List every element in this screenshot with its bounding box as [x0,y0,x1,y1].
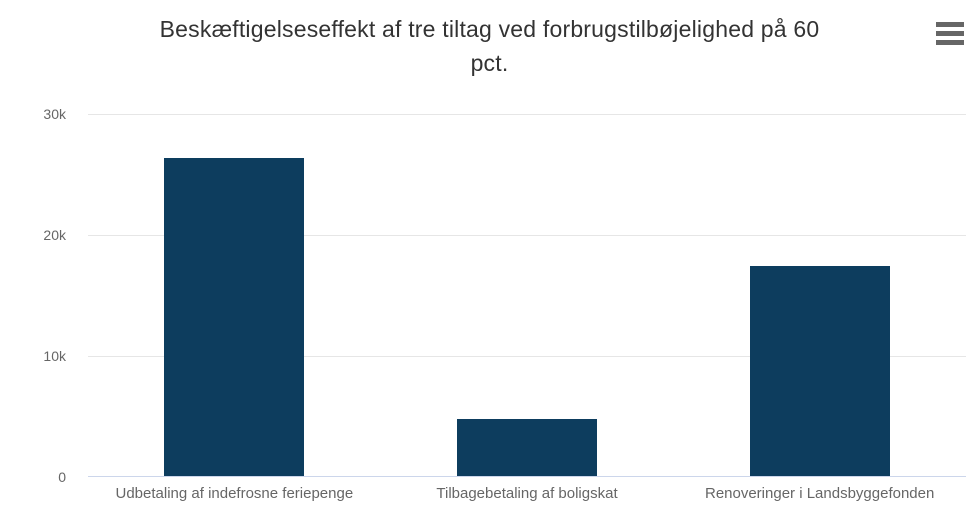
x-axis-category-label: Udbetaling af indefrosne feriepenge [115,485,354,502]
y-gridline [88,235,966,237]
chart-title-line-1: Beskæftigelseseffekt af tre tiltag ved f… [159,16,820,42]
hamburger-menu-icon [936,22,964,45]
y-axis-tick-label: 10k [43,348,66,364]
chart-title-line-2: pct. [470,50,509,76]
chart-title: Beskæftigelseseffekt af tre tiltag ved f… [30,12,949,80]
y-axis-tick-label: 0 [58,469,66,485]
plot-area [88,114,966,477]
x-axis-category-label: Renoveringer i Landsbyggefonden [704,485,935,502]
x-axis-category-label: Tilbagebetaling af boligskat [436,485,618,502]
bar-3[interactable] [749,266,890,477]
y-axis-tick-label: 30k [43,106,66,122]
bar-1[interactable] [164,157,305,477]
x-axis-line [88,476,966,477]
y-gridline [88,114,966,115]
y-axis-tick-label: 20k [43,227,66,243]
y-gridline [88,356,966,358]
bar-2[interactable] [457,418,597,477]
chart-context-menu-button[interactable] [935,20,965,47]
